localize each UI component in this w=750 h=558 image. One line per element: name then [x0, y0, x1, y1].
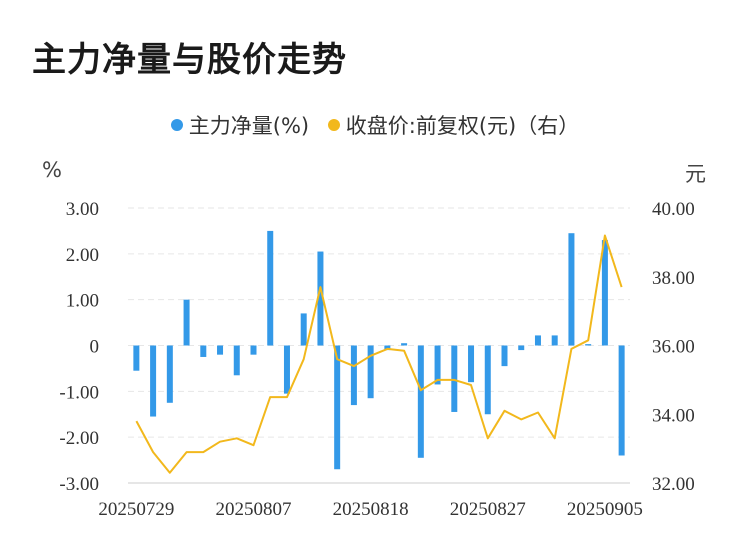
legend: 主力净量(%) 收盘价:前复权(元)（右） — [0, 110, 750, 140]
x-axis-tick-label: 20250827 — [450, 499, 526, 520]
left-axis-tick-label: -2.00 — [59, 428, 99, 449]
right-axis-tick-label: 40.00 — [652, 199, 695, 220]
bar — [200, 345, 207, 357]
bar — [568, 233, 575, 346]
bar — [217, 345, 224, 355]
right-axis-tick-label: 36.00 — [652, 337, 695, 358]
bar — [384, 345, 391, 351]
left-axis-tick-label: -3.00 — [59, 474, 99, 495]
price-line — [135, 234, 623, 474]
right-axis-unit: 元 — [685, 162, 706, 186]
left-axis-tick-label: 1.00 — [66, 291, 99, 312]
right-axis-tick-label: 38.00 — [652, 268, 695, 289]
bar — [585, 344, 592, 346]
bar — [183, 299, 190, 346]
left-axis-tick-label: 0 — [90, 337, 100, 358]
bar — [618, 345, 625, 456]
bar — [518, 345, 525, 351]
legend-label-bar: 主力净量(%) — [188, 114, 310, 138]
left-axis-tick-label: 2.00 — [66, 245, 99, 266]
left-axis-unit: % — [42, 158, 62, 182]
left-axis-tick-label: 3.00 — [66, 199, 99, 220]
bar — [434, 345, 441, 385]
bar — [233, 345, 240, 376]
bar — [401, 343, 408, 346]
bar — [250, 345, 257, 355]
bar — [150, 345, 157, 417]
bar — [551, 335, 558, 346]
legend-dot-bar-icon — [170, 119, 183, 131]
bar — [601, 240, 608, 346]
bar — [300, 313, 307, 346]
legend-item-bar[interactable]: 主力净量(%) — [170, 110, 310, 140]
x-axis-tick-label: 20250807 — [216, 499, 292, 520]
chart-title: 主力净量与股价走势 — [32, 40, 347, 80]
legend-item-line[interactable]: 收盘价:前复权(元)（右） — [327, 110, 580, 140]
bar — [451, 345, 458, 412]
bar — [350, 345, 357, 406]
bar — [334, 345, 341, 470]
bar — [317, 251, 324, 346]
x-axis-tick-label: 20250905 — [567, 499, 643, 520]
legend-label-line: 收盘价:前复权(元)（右） — [345, 114, 580, 138]
bar — [484, 345, 491, 415]
x-axis-tick-label: 20250729 — [98, 499, 174, 520]
right-axis-tick-label: 32.00 — [652, 474, 695, 495]
bar — [133, 345, 140, 371]
bar — [534, 335, 541, 346]
bar — [283, 345, 290, 394]
legend-dot-line-icon — [327, 119, 340, 131]
bar — [367, 345, 374, 399]
right-axis-tick-label: 34.00 — [652, 405, 695, 426]
x-axis-tick-label: 20250818 — [333, 499, 409, 520]
bar — [468, 345, 475, 383]
bar — [417, 345, 424, 458]
bar — [501, 345, 508, 367]
bar — [166, 345, 173, 403]
bar — [267, 230, 274, 346]
left-axis-tick-label: -1.00 — [59, 382, 99, 403]
